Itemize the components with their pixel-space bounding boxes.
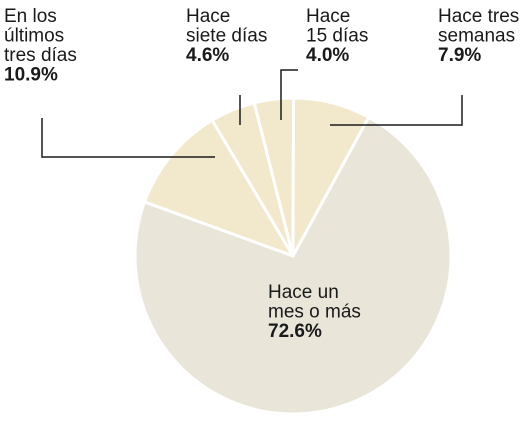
value-label: 7.9% xyxy=(438,45,481,66)
value-label: 4.0% xyxy=(306,45,349,66)
slice-label: Hace tres semanas xyxy=(438,6,519,47)
value-label: 10.9% xyxy=(4,65,58,86)
pie-slice xyxy=(142,118,297,259)
pie xyxy=(133,96,453,416)
slice-label: Hace 15 días xyxy=(306,6,368,47)
pie-slice xyxy=(133,115,453,416)
slice-label: Hace siete días xyxy=(186,6,267,47)
leader-line xyxy=(330,95,463,126)
value-label: 4.6% xyxy=(186,45,229,66)
value-label: 72.6% xyxy=(268,321,322,342)
leader-line xyxy=(41,118,215,158)
leader-line xyxy=(280,69,298,120)
slice-label: Hace un mes o más xyxy=(268,282,361,323)
slice-label: En los últimos tres días xyxy=(4,6,77,66)
